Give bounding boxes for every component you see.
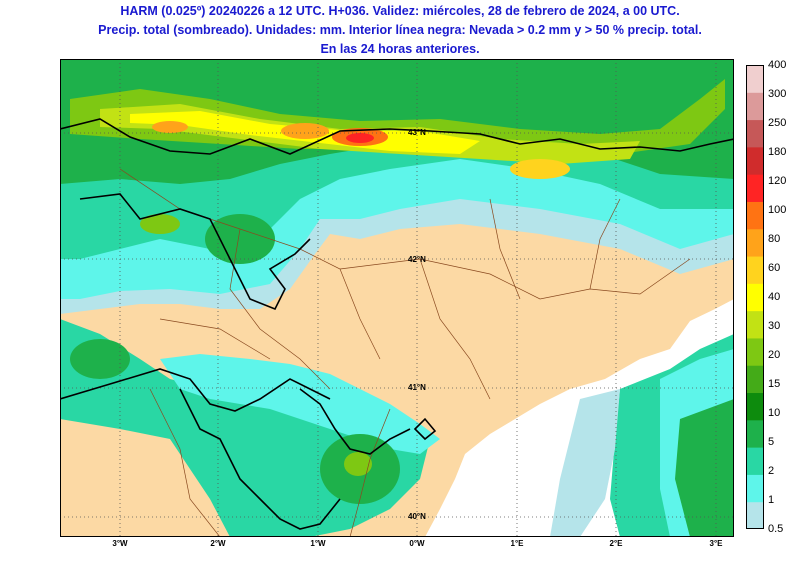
lat-label-43: 43°N: [408, 128, 426, 137]
legend-swatch: [746, 201, 764, 230]
legend-swatch: [746, 65, 764, 93]
lon-label-2w: 2°W: [210, 539, 226, 548]
legend-label: 5: [768, 436, 775, 448]
lon-label-1w: 1°W: [310, 539, 326, 548]
legend-swatch: [746, 283, 764, 312]
legend-swatch: [746, 92, 764, 121]
legend-swatch: [746, 392, 764, 421]
legend-label: 300: [768, 88, 787, 100]
lat-label-41: 41°N: [408, 383, 426, 392]
legend-label: 30: [768, 320, 781, 332]
graticule: [60, 59, 734, 537]
legend-colorbar: [746, 65, 764, 529]
legend-swatch: [746, 256, 764, 284]
legend-swatch: [746, 119, 764, 148]
legend-swatch: [746, 174, 764, 202]
map-title: HARM (0.025º) 20240226 a 12 UTC. H+036. …: [0, 2, 800, 59]
legend-label: 15: [768, 378, 781, 390]
legend-label: 2: [768, 465, 775, 477]
legend-label: 0.5: [768, 523, 784, 535]
lat-label-42: 42°N: [408, 255, 426, 264]
snow-contour: [60, 118, 734, 530]
map-frame: [60, 59, 734, 537]
legend-swatch: [746, 337, 764, 366]
legend-label: 80: [768, 233, 781, 245]
legend-label: 120: [768, 175, 787, 187]
legend-label: 40: [768, 291, 781, 303]
legend-swatch: [746, 447, 764, 475]
legend-swatch: [746, 146, 764, 175]
legend-label: 10: [768, 407, 781, 419]
lon-label-3w: 3°W: [112, 539, 128, 548]
title-line-1: HARM (0.025º) 20240226 a 12 UTC. H+036. …: [120, 4, 680, 18]
legend-label: 400: [768, 59, 787, 71]
legend-label: 250: [768, 117, 787, 129]
legend-label: 180: [768, 146, 787, 158]
legend-border: [746, 65, 764, 529]
lat-label-40: 40°N: [408, 512, 426, 521]
legend-label: 100: [768, 204, 787, 216]
precipitation-map: [60, 59, 734, 537]
lon-label-0w: 0°W: [409, 539, 425, 548]
legend-label: 20: [768, 349, 781, 361]
lon-label-1e: 1°E: [510, 539, 524, 548]
legend-swatch: [746, 228, 764, 257]
lon-label-2e: 2°E: [609, 539, 623, 548]
title-line-2: Precip. total (sombreado). Unidades: mm.…: [98, 23, 702, 37]
title-line-3: En las 24 horas anteriores.: [320, 42, 480, 56]
legend-swatch: [746, 474, 764, 503]
legend-swatch: [746, 419, 764, 448]
legend-label: 60: [768, 262, 781, 274]
lon-label-3e: 3°E: [709, 539, 723, 548]
legend-label: 1: [768, 494, 775, 506]
legend-swatch: [746, 501, 764, 529]
legend-swatch: [746, 365, 764, 394]
legend-swatch: [746, 310, 764, 339]
